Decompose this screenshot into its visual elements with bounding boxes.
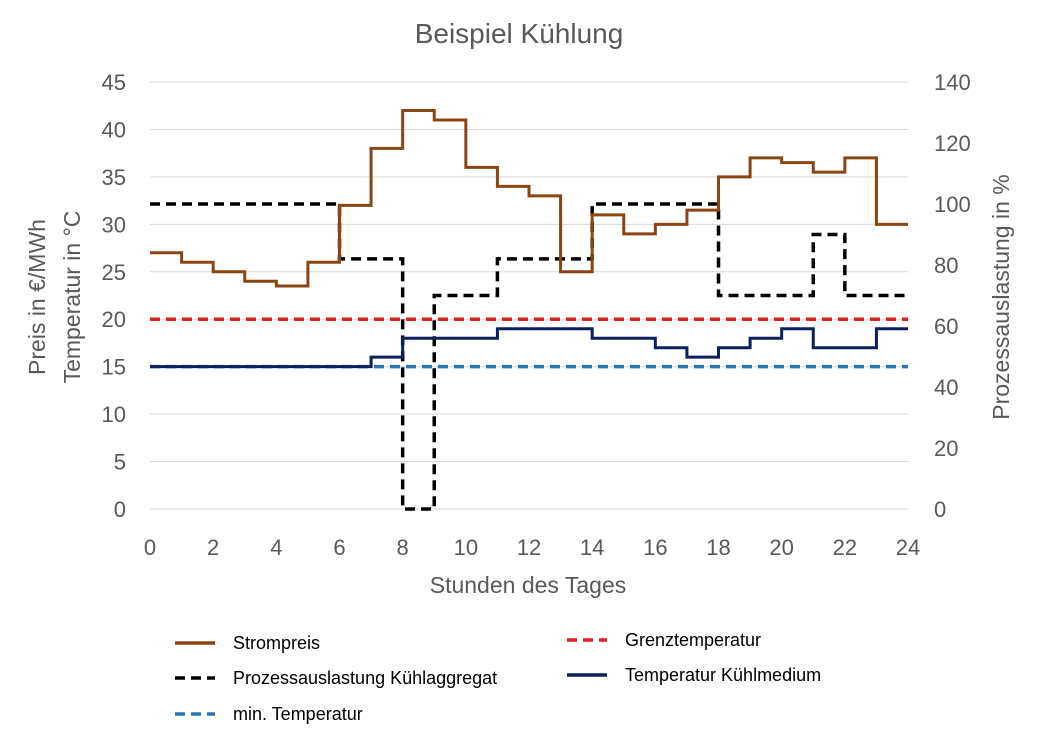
y-right-tick-label: 140 bbox=[934, 70, 971, 95]
y-left-tick-label: 40 bbox=[102, 117, 126, 142]
y-left-tick-label: 10 bbox=[102, 402, 126, 427]
y-left-tick-label: 35 bbox=[102, 165, 126, 190]
y-left-tick-label: 5 bbox=[114, 450, 126, 475]
legend-label-min-temperatur: min. Temperatur bbox=[233, 704, 363, 724]
y-axis-title-right: Prozessauslastung in % bbox=[988, 174, 1014, 419]
legend-label-temperatur-kuehlmedium: Temperatur Kühlmedium bbox=[625, 665, 821, 685]
x-tick-label: 8 bbox=[397, 535, 409, 560]
series-line-temperatur-kuehlmedium bbox=[150, 327, 908, 369]
y-right-tick-label: 60 bbox=[934, 314, 958, 339]
series-layer bbox=[150, 108, 908, 511]
y-axis-title-left-line2: Temperatur in °C bbox=[59, 211, 85, 384]
y-left-tick-label: 0 bbox=[114, 497, 126, 522]
x-tick-label: 0 bbox=[144, 535, 156, 560]
right-axis-ticks: 0 20 40 60 80 100 120 140 bbox=[934, 70, 971, 522]
x-tick-label: 12 bbox=[517, 535, 541, 560]
y-right-tick-label: 120 bbox=[934, 131, 971, 156]
x-axis-ticks: 0 2 4 6 8 10 12 14 16 18 20 22 24 bbox=[144, 535, 920, 560]
series-line-prozessauslastung-kuehlaggregat bbox=[150, 202, 908, 511]
legend: Strompreis Grenztemperatur Prozessauslastu… bbox=[175, 630, 821, 724]
x-tick-label: 24 bbox=[896, 535, 920, 560]
x-axis-title: Stunden des Tages bbox=[430, 572, 627, 598]
x-tick-label: 6 bbox=[333, 535, 345, 560]
y-right-tick-label: 80 bbox=[934, 253, 958, 278]
x-tick-label: 16 bbox=[643, 535, 667, 560]
y-left-tick-label: 45 bbox=[102, 70, 126, 95]
y-right-tick-label: 20 bbox=[934, 436, 958, 461]
y-axis-title-left-line1: Preis in €/MWh bbox=[24, 219, 50, 375]
y-left-tick-label: 15 bbox=[102, 355, 126, 380]
x-tick-label: 10 bbox=[454, 535, 478, 560]
chart-title: Beispiel Kühlung bbox=[415, 18, 624, 49]
y-left-tick-label: 25 bbox=[102, 260, 126, 285]
y-left-tick-label: 30 bbox=[102, 212, 126, 237]
legend-label-grenztemperatur: Grenztemperatur bbox=[625, 630, 761, 650]
legend-label-strompreis: Strompreis bbox=[233, 633, 320, 653]
x-tick-label: 18 bbox=[706, 535, 730, 560]
x-tick-label: 4 bbox=[270, 535, 282, 560]
x-tick-label: 20 bbox=[769, 535, 793, 560]
y-right-tick-label: 0 bbox=[934, 497, 946, 522]
x-tick-label: 22 bbox=[833, 535, 857, 560]
series-line-strompreis bbox=[150, 108, 908, 288]
legend-label-prozessauslastung-kuehlaggregat: Prozessauslastung Kühlaggregat bbox=[233, 668, 497, 688]
y-left-tick-label: 20 bbox=[102, 307, 126, 332]
x-tick-label: 14 bbox=[580, 535, 604, 560]
y-right-tick-label: 100 bbox=[934, 192, 971, 217]
x-tick-label: 2 bbox=[207, 535, 219, 560]
y-right-tick-label: 40 bbox=[934, 375, 958, 400]
left-axis-ticks: 0 5 10 15 20 25 30 35 40 45 bbox=[102, 70, 126, 522]
